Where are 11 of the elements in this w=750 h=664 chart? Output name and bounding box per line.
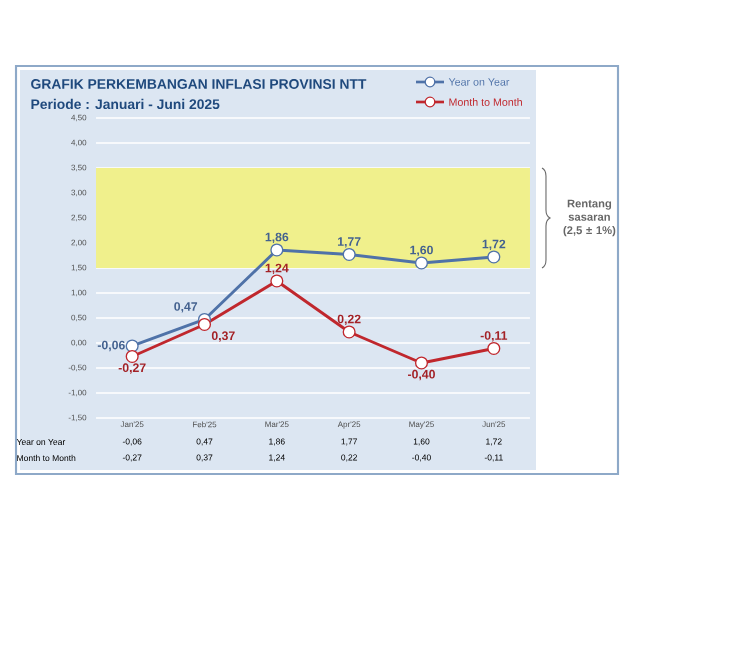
point — [125, 349, 139, 364]
point — [414, 256, 429, 270]
point — [125, 339, 139, 353]
point — [270, 274, 284, 288]
point — [342, 325, 356, 339]
point — [342, 247, 356, 262]
point — [414, 356, 429, 370]
point — [487, 341, 501, 356]
point — [487, 250, 501, 264]
point — [197, 317, 212, 332]
point — [270, 243, 284, 257]
